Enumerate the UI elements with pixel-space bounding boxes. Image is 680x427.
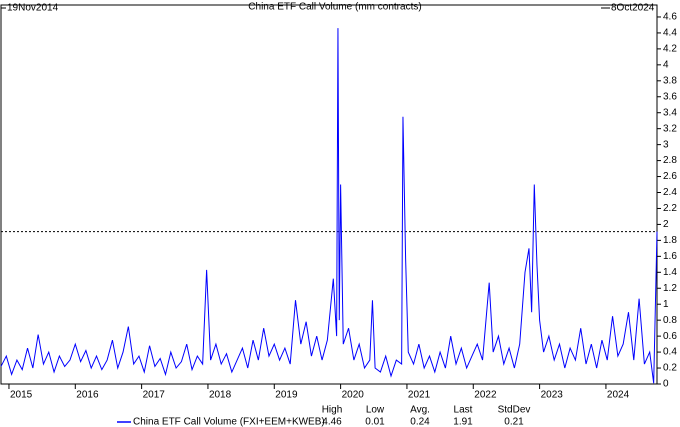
- stat-value: 1.91: [453, 417, 473, 427]
- series-line: [0, 28, 658, 384]
- y-tick-label: 3: [663, 139, 669, 150]
- x-tick-label: 2017: [143, 390, 166, 401]
- x-tick-label: 2019: [275, 390, 298, 401]
- y-tick-label: 1.8: [663, 235, 677, 246]
- stat-value: 0.21: [504, 417, 524, 427]
- x-tick-label: 2021: [408, 390, 431, 401]
- y-tick-label: 3.4: [663, 107, 677, 118]
- y-tick-label: 1.6: [663, 251, 677, 262]
- x-tick-label: 2024: [607, 390, 630, 401]
- y-tick-label: 4.4: [663, 28, 677, 39]
- y-tick-label: 3.6: [663, 91, 677, 102]
- x-tick-label: 2020: [342, 390, 365, 401]
- x-tick-label: 2015: [10, 390, 33, 401]
- stat-header: High: [322, 405, 343, 416]
- y-tick-label: 2.2: [663, 203, 677, 214]
- end-label: 8Oct2024: [611, 3, 655, 14]
- y-tick-label: 0.6: [663, 331, 677, 342]
- stat-header: Avg.: [410, 405, 430, 416]
- y-tick-label: 1: [663, 299, 669, 310]
- y-tick-label: 4: [663, 59, 669, 70]
- stat-header: Low: [366, 405, 385, 416]
- y-tick-label: 4.6: [663, 12, 677, 23]
- y-tick-label: 0.2: [663, 363, 677, 374]
- x-tick-label: 2023: [541, 390, 564, 401]
- stat-header: Last: [454, 405, 473, 416]
- start-label: 19Nov2014: [7, 3, 59, 14]
- plot-frame: [0, 4, 658, 385]
- y-tick-label: 2.8: [663, 155, 677, 166]
- x-tick-label: 2022: [474, 390, 497, 401]
- y-tick-label: 3.2: [663, 123, 677, 134]
- y-tick-label: 1.2: [663, 283, 677, 294]
- x-tick-label: 2018: [209, 390, 232, 401]
- stat-header: StdDev: [498, 405, 531, 416]
- legend-label: China ETF Call Volume (FXI+EEM+KWEB): [133, 417, 325, 427]
- stat-value: 0.24: [410, 417, 430, 427]
- y-tick-label: 0.4: [663, 347, 677, 358]
- y-tick-label: 2.6: [663, 171, 677, 182]
- y-tick-label: 2: [663, 219, 669, 230]
- stat-value: 4.46: [322, 417, 342, 427]
- y-tick-label: 3.8: [663, 75, 677, 86]
- y-tick-label: 0.8: [663, 315, 677, 326]
- y-tick-label: 2.4: [663, 187, 677, 198]
- x-tick-label: 2016: [76, 390, 99, 401]
- chart-title: China ETF Call Volume (mm contracts): [248, 2, 421, 13]
- y-tick-label: 1.4: [663, 267, 677, 278]
- stat-value: 0.01: [365, 417, 385, 427]
- y-tick-label: 0: [663, 379, 669, 390]
- y-tick-label: 4.2: [663, 44, 677, 55]
